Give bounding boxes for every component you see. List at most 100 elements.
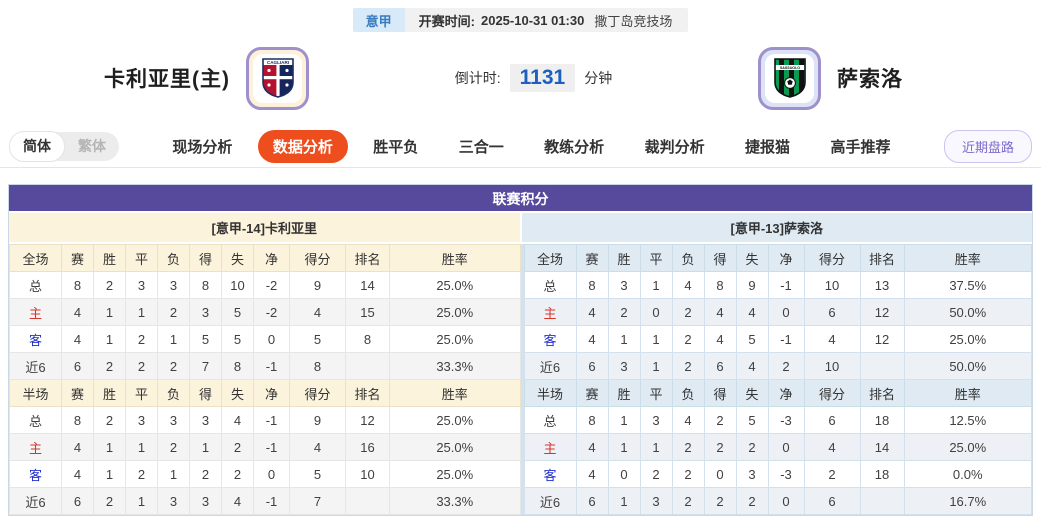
nav-tab[interactable]: 裁判分析	[644, 139, 705, 156]
table-row: 近6 6 2 1 3 3 4 -1 7 33.3%	[9, 487, 521, 515]
nav-tab[interactable]: 捷报猫	[745, 139, 791, 156]
row-label: 近6	[9, 352, 62, 380]
column-header: 负	[671, 379, 705, 407]
stat-cell: 16.7%	[903, 487, 1032, 515]
stat-cell: 5	[735, 325, 769, 353]
stat-cell: 2	[93, 352, 126, 380]
stat-cell: 6	[803, 298, 861, 326]
stat-cell: 4	[575, 460, 609, 488]
column-header: 赛	[575, 379, 609, 407]
column-header: 得分	[289, 244, 346, 272]
stat-cell: 1	[157, 460, 190, 488]
column-header: 得	[189, 244, 222, 272]
row-label: 客	[523, 460, 577, 488]
table-row: 近6 6 2 2 2 7 8 -1 8 33.3%	[9, 352, 521, 380]
stat-cell: -3	[767, 460, 805, 488]
column-header: 平	[639, 244, 673, 272]
stat-cell: 12.5%	[903, 406, 1032, 434]
stat-cell: 4	[575, 325, 609, 353]
stat-cell: 0.0%	[903, 460, 1032, 488]
stat-cell: 25.0%	[389, 271, 521, 299]
stat-cell: 4	[671, 406, 705, 434]
column-header: 得分	[803, 379, 861, 407]
recent-trend-button[interactable]: 近期盘路	[943, 130, 1032, 163]
column-header: 胜	[607, 379, 641, 407]
column-header: 半场	[9, 379, 62, 407]
stat-cell: 6	[575, 352, 609, 380]
stat-cell: -1	[767, 325, 805, 353]
stat-cell: 3	[639, 406, 673, 434]
row-label: 主	[523, 433, 577, 461]
lang-traditional-option[interactable]: 繁体	[78, 138, 106, 154]
row-label: 总	[523, 271, 577, 299]
stat-cell: 3	[639, 487, 673, 515]
table-row: 总 8 3 1 4 8 9 -1 10 13 37.5%	[523, 271, 1032, 299]
table-row: 总 8 1 3 4 2 5 -3 6 18 12.5%	[523, 406, 1032, 434]
stat-cell: 2	[671, 298, 705, 326]
column-header: 负	[157, 244, 190, 272]
nav-bar: 简体 繁体 现场分析 数据分析 胜平负 三合一 教练分析 裁判分析 捷报猫 高手推荐 近期盘路	[0, 126, 1041, 168]
stat-cell: 2	[221, 460, 254, 488]
home-standings-header: [意甲-14]卡利亚里	[9, 213, 522, 242]
stat-cell: 2	[671, 352, 705, 380]
nav-tab[interactable]: 高手推荐	[830, 139, 891, 156]
stat-cell: 3	[189, 406, 222, 434]
column-header: 失	[221, 379, 254, 407]
nav-tab[interactable]: 数据分析	[257, 130, 348, 163]
stat-cell: 10	[221, 271, 254, 299]
stat-cell: 3	[607, 352, 641, 380]
stat-cell: 7	[289, 487, 346, 515]
column-header: 排名	[859, 379, 905, 407]
stat-cell: 0	[767, 433, 805, 461]
stat-cell: 25.0%	[903, 433, 1032, 461]
stat-cell: 14	[859, 433, 905, 461]
stat-cell: 2	[767, 352, 805, 380]
table-row: 近6 6 3 1 2 6 4 2 10 50.0%	[523, 352, 1032, 380]
row-label: 总	[9, 271, 62, 299]
stat-cell: 1	[639, 271, 673, 299]
kickoff-time: 2025-10-31 01:30	[480, 12, 585, 28]
row-label: 近6	[523, 352, 577, 380]
stat-cell: 3	[189, 298, 222, 326]
stat-cell: 1	[607, 487, 641, 515]
stat-cell: 2	[671, 487, 705, 515]
nav-tab[interactable]: 教练分析	[544, 139, 605, 156]
stat-cell: 1	[93, 325, 126, 353]
stat-cell: 6	[803, 406, 861, 434]
stat-cell: 2	[157, 298, 190, 326]
stat-cell: 10	[345, 460, 390, 488]
stat-cell: 2	[93, 487, 126, 515]
stat-cell: 8	[703, 271, 737, 299]
stat-cell: 4	[735, 352, 769, 380]
column-header: 净	[253, 244, 290, 272]
stat-cell: 1	[157, 325, 190, 353]
away-stats-table: 全场赛胜平负得失净得分 排名 胜率总 8 3 1 4 8 9 -1 10 13 37.5% 主 4 2 0 2 4 4…	[523, 244, 1033, 515]
league-standings-section: 联赛积分 [意甲-14]卡利亚里 [意甲-13]萨索洛 全场赛胜平负得失净得分排…	[8, 184, 1033, 516]
stat-cell: 2	[157, 433, 190, 461]
stat-cell: 0	[607, 460, 641, 488]
away-logo-frame: SASSUOLO	[765, 53, 814, 103]
home-stats-table: 全场赛胜平负得失净得分 排名 胜率总 8 2 3 3 8 10 -2 9 14 25.0% 主 4 1 1 2 3 5…	[9, 244, 521, 515]
stats-header-row: 半场赛胜平负得失净得分 排名 胜率	[9, 379, 521, 407]
stat-cell: 2	[607, 298, 641, 326]
stat-cell: 37.5%	[903, 271, 1032, 299]
stat-cell: 4	[221, 406, 254, 434]
league-badge[interactable]: 意甲	[352, 8, 405, 32]
row-label: 主	[9, 298, 62, 326]
stat-cell: 5	[221, 298, 254, 326]
stat-cell: 33.3%	[389, 352, 521, 380]
column-header: 胜	[607, 244, 641, 272]
stat-cell: 5	[189, 325, 222, 353]
stat-cell: 2	[93, 406, 126, 434]
stat-cell: 3	[607, 271, 641, 299]
column-header: 胜率	[389, 244, 521, 272]
home-team-name: 卡利亚里(主)	[104, 68, 230, 91]
stat-cell: 6	[703, 352, 737, 380]
nav-tab[interactable]: 胜平负	[373, 139, 419, 156]
table-row: 客 4 1 2 1 2 2 0 5 10 25.0%	[9, 460, 521, 488]
nav-tab[interactable]: 三合一	[458, 139, 504, 156]
column-header: 排名	[345, 244, 390, 272]
nav-tab[interactable]: 现场分析	[172, 139, 233, 156]
stat-cell: 4	[61, 460, 94, 488]
lang-simplified-option[interactable]: 简体	[9, 131, 65, 162]
